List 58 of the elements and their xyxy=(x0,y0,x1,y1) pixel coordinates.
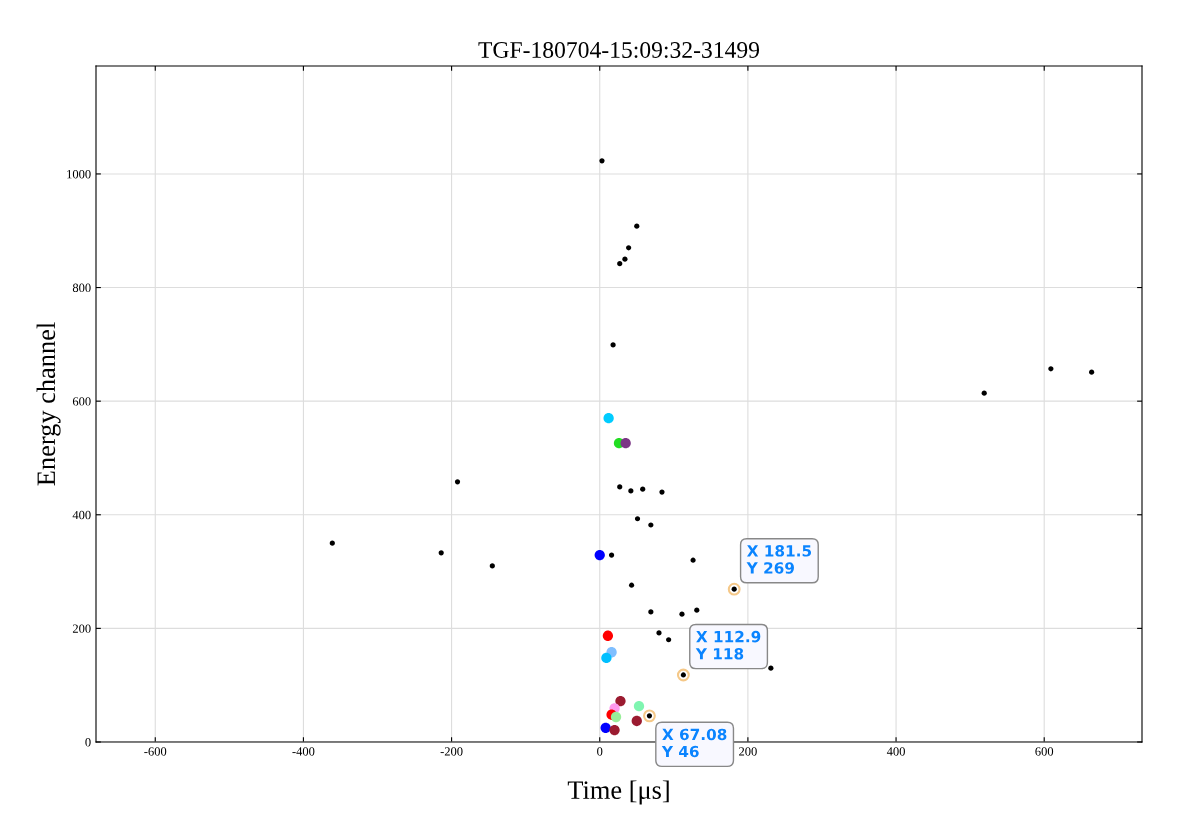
point xyxy=(626,245,632,251)
point xyxy=(599,158,605,164)
point xyxy=(1089,369,1095,375)
point xyxy=(620,438,631,449)
annotation: X 181.5 Y 269 xyxy=(746,545,812,574)
point xyxy=(610,711,622,723)
point xyxy=(981,390,987,396)
chart-title: TGF-180704-15:09:32-31499 xyxy=(478,41,760,58)
point xyxy=(648,609,654,615)
point xyxy=(634,516,641,522)
y-tick-label: 600 xyxy=(72,397,91,406)
point xyxy=(628,582,635,588)
point xyxy=(640,486,646,492)
point xyxy=(594,549,605,561)
point xyxy=(489,563,495,569)
point xyxy=(628,488,634,494)
annotation: X 112.9 Y 118 xyxy=(695,630,761,660)
x-tick-label: 400 xyxy=(886,747,905,756)
point xyxy=(608,552,615,558)
x-tick-label: -600 xyxy=(144,747,167,756)
x-tick-label: -400 xyxy=(292,747,315,756)
point xyxy=(666,637,672,643)
point xyxy=(1048,366,1054,372)
y-tick-label: 0 xyxy=(85,738,91,747)
point xyxy=(656,630,662,636)
point xyxy=(634,223,640,229)
point xyxy=(610,342,616,348)
y-tick-label: 200 xyxy=(72,624,91,633)
point xyxy=(601,652,612,664)
point xyxy=(600,722,611,733)
y-tick-label: 800 xyxy=(72,283,91,293)
y-axis-title: Energy channel xyxy=(36,322,61,486)
point xyxy=(609,724,620,736)
point xyxy=(454,479,461,485)
x-tick-label: 0 xyxy=(597,747,603,756)
point xyxy=(633,701,645,712)
annotation: X 67.08 Y 46 xyxy=(661,728,727,758)
point xyxy=(648,522,654,528)
point xyxy=(615,695,626,707)
point xyxy=(768,665,774,671)
point xyxy=(438,550,444,556)
x-axis-title: Time [μs] xyxy=(567,780,669,805)
point xyxy=(329,540,335,546)
point xyxy=(679,611,685,617)
point xyxy=(617,261,623,267)
point xyxy=(617,484,623,490)
x-tick-label: 600 xyxy=(1035,747,1054,756)
point xyxy=(690,557,696,563)
point xyxy=(602,630,614,641)
point xyxy=(622,256,628,262)
x-tick-label: -200 xyxy=(440,747,463,756)
x-tick-label: 200 xyxy=(739,747,757,756)
point xyxy=(631,715,642,727)
point xyxy=(659,489,665,495)
point xyxy=(694,607,700,613)
y-tick-label: 400 xyxy=(72,510,91,520)
point xyxy=(603,413,614,424)
y-tick-label: 1000 xyxy=(67,169,91,179)
